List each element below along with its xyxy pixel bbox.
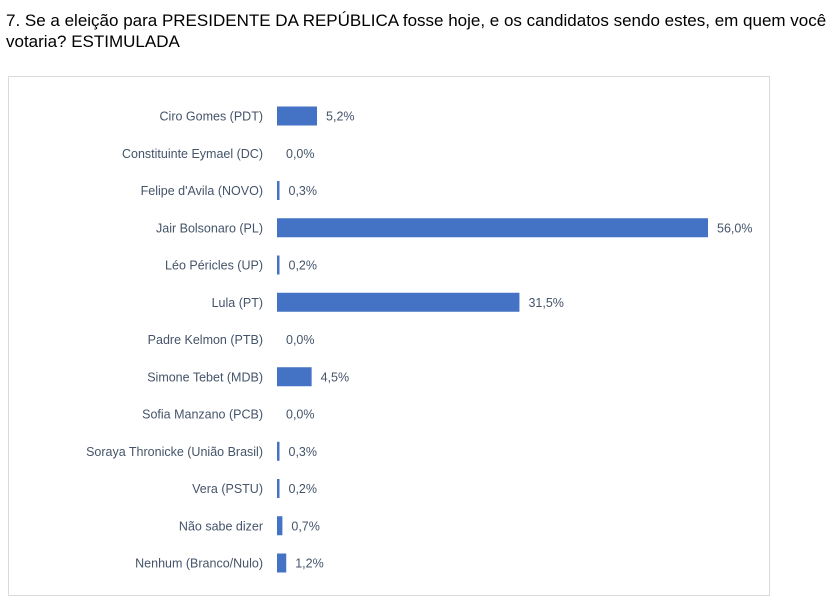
value-label: 0,2% bbox=[289, 259, 318, 273]
value-label: 56,0% bbox=[717, 221, 752, 235]
value-label: 4,5% bbox=[321, 370, 350, 384]
bar bbox=[277, 441, 280, 461]
category-label: Não sabe dizer bbox=[179, 519, 263, 533]
chart-frame: Ciro Gomes (PDT) 5,2% Constituinte Eymael … bbox=[8, 76, 770, 596]
question-title: 7. Se a eleição para PRESIDENTE DA REPÚB… bbox=[6, 11, 827, 51]
value-label: 0,0% bbox=[286, 147, 315, 161]
bar bbox=[277, 553, 287, 573]
category-label: Léo Péricles (UP) bbox=[165, 259, 263, 273]
category-label: Constituinte Eymael (DC) bbox=[122, 147, 263, 161]
bar bbox=[277, 106, 318, 126]
bar bbox=[277, 255, 280, 275]
bar bbox=[277, 181, 280, 200]
category-label: Lula (PT) bbox=[212, 296, 263, 310]
category-label: Padre Kelmon (PTB) bbox=[148, 333, 263, 347]
bar-chart: Ciro Gomes (PDT) 5,2% Constituinte Eymael … bbox=[86, 106, 752, 573]
category-label: Simone Tebet (MDB) bbox=[147, 370, 263, 384]
category-label: Jair Bolsonaro (PL) bbox=[156, 221, 263, 235]
bar bbox=[277, 292, 520, 312]
bar bbox=[277, 367, 312, 387]
value-label: 0,3% bbox=[289, 445, 318, 459]
value-label: 0,7% bbox=[291, 519, 320, 533]
value-label: 0,0% bbox=[286, 333, 315, 347]
category-label: Soraya Thronicke (União Brasil) bbox=[86, 445, 263, 459]
bar bbox=[277, 516, 283, 536]
category-label: Vera (PSTU) bbox=[192, 482, 263, 496]
value-label: 1,2% bbox=[295, 557, 324, 571]
value-label: 31,5% bbox=[528, 296, 563, 310]
bar bbox=[277, 218, 708, 238]
bar bbox=[277, 479, 280, 498]
category-label: Felipe d'Avila (NOVO) bbox=[141, 184, 263, 198]
category-label: Nenhum (Branco/Nulo) bbox=[135, 557, 263, 571]
value-label: 5,2% bbox=[326, 110, 355, 124]
value-label: 0,3% bbox=[289, 184, 318, 198]
value-label: 0,0% bbox=[286, 408, 315, 422]
category-label: Ciro Gomes (PDT) bbox=[160, 110, 263, 124]
category-label: Sofia Manzano (PCB) bbox=[142, 408, 263, 422]
value-label: 0,2% bbox=[289, 482, 318, 496]
